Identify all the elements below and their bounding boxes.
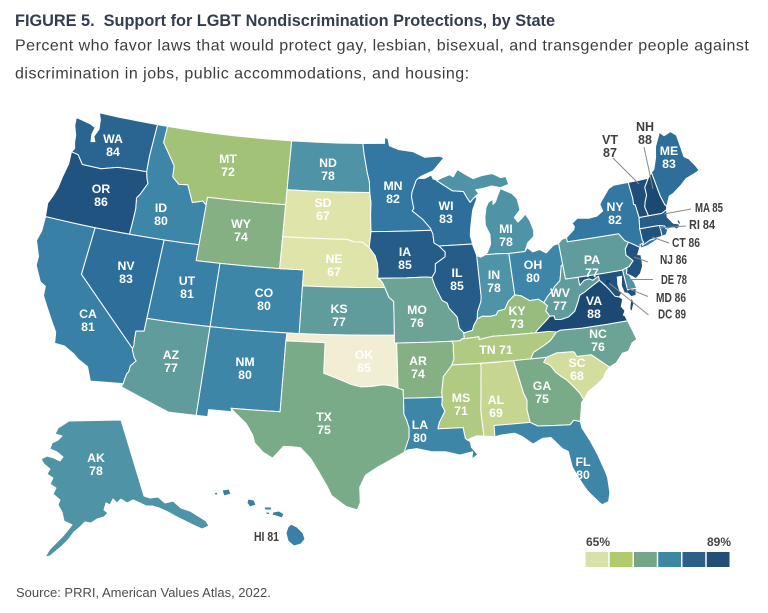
svg-text:TN 71: TN 71 bbox=[479, 343, 513, 357]
svg-text:DC 89: DC 89 bbox=[658, 308, 686, 322]
svg-text:discrimination in jobs, public: discrimination in jobs, public accommoda… bbox=[15, 66, 470, 83]
svg-text:Source: PRRI, American Values: Source: PRRI, American Values Atlas, 202… bbox=[16, 585, 271, 600]
svg-text:89%: 89% bbox=[707, 535, 731, 549]
svg-text:RI 84: RI 84 bbox=[689, 218, 715, 232]
svg-text:Percent who favor laws that wo: Percent who favor laws that would protec… bbox=[15, 38, 749, 55]
svg-text:MA 85: MA 85 bbox=[695, 201, 723, 215]
svg-text:HI 81: HI 81 bbox=[254, 530, 279, 544]
svg-text:DE 78: DE 78 bbox=[661, 273, 687, 287]
svg-text:65%: 65% bbox=[586, 535, 610, 549]
svg-text:CT 86: CT 86 bbox=[672, 236, 700, 250]
svg-text:MD 86: MD 86 bbox=[656, 291, 686, 305]
svg-text:NJ 86: NJ 86 bbox=[660, 253, 687, 267]
svg-text:FIGURE 5. Support for LGBT No: FIGURE 5. Support for LGBT Nondiscrimina… bbox=[15, 12, 555, 30]
